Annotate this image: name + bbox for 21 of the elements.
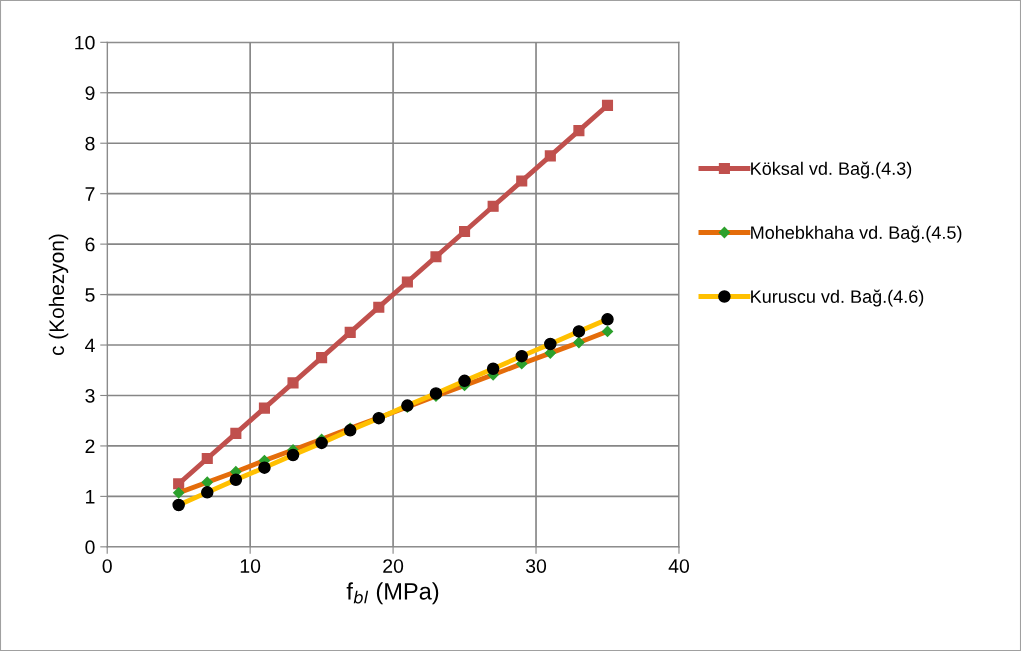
x-tick-label: 20 xyxy=(383,559,404,573)
x-tick-label: 10 xyxy=(240,559,261,573)
y-tick-label: 4 xyxy=(85,338,95,353)
y-tick-label: 3 xyxy=(85,388,95,403)
y-tick-label: 8 xyxy=(85,136,95,151)
y-tick-label: 2 xyxy=(85,439,95,453)
y-tick-label: 10 xyxy=(75,35,95,50)
y-tick-label: 5 xyxy=(85,288,95,302)
legend-label: Kuruscu vd. Bağ.(4.6) xyxy=(751,289,924,307)
x-tick-label: 30 xyxy=(525,559,547,573)
y-tick-label: 9 xyxy=(85,86,95,100)
y-tick-label: 0 xyxy=(85,540,95,555)
legend-label: Köksal vd. Bağ.(4.3) xyxy=(751,161,912,179)
y-tick-label: 6 xyxy=(85,237,95,252)
legend-label: Mohebkhaha vd. Bağ.(4.5) xyxy=(751,225,962,243)
y-tick-label: 7 xyxy=(85,187,95,201)
y-tick-label: 1 xyxy=(86,490,95,504)
x-tick-label: 0 xyxy=(102,559,112,573)
x-tick-label: 40 xyxy=(668,559,690,573)
y-axis-title: c (Kohezyon) xyxy=(48,234,69,356)
x-axis-title: f$_{bl}$ (MPa) xyxy=(346,582,439,605)
